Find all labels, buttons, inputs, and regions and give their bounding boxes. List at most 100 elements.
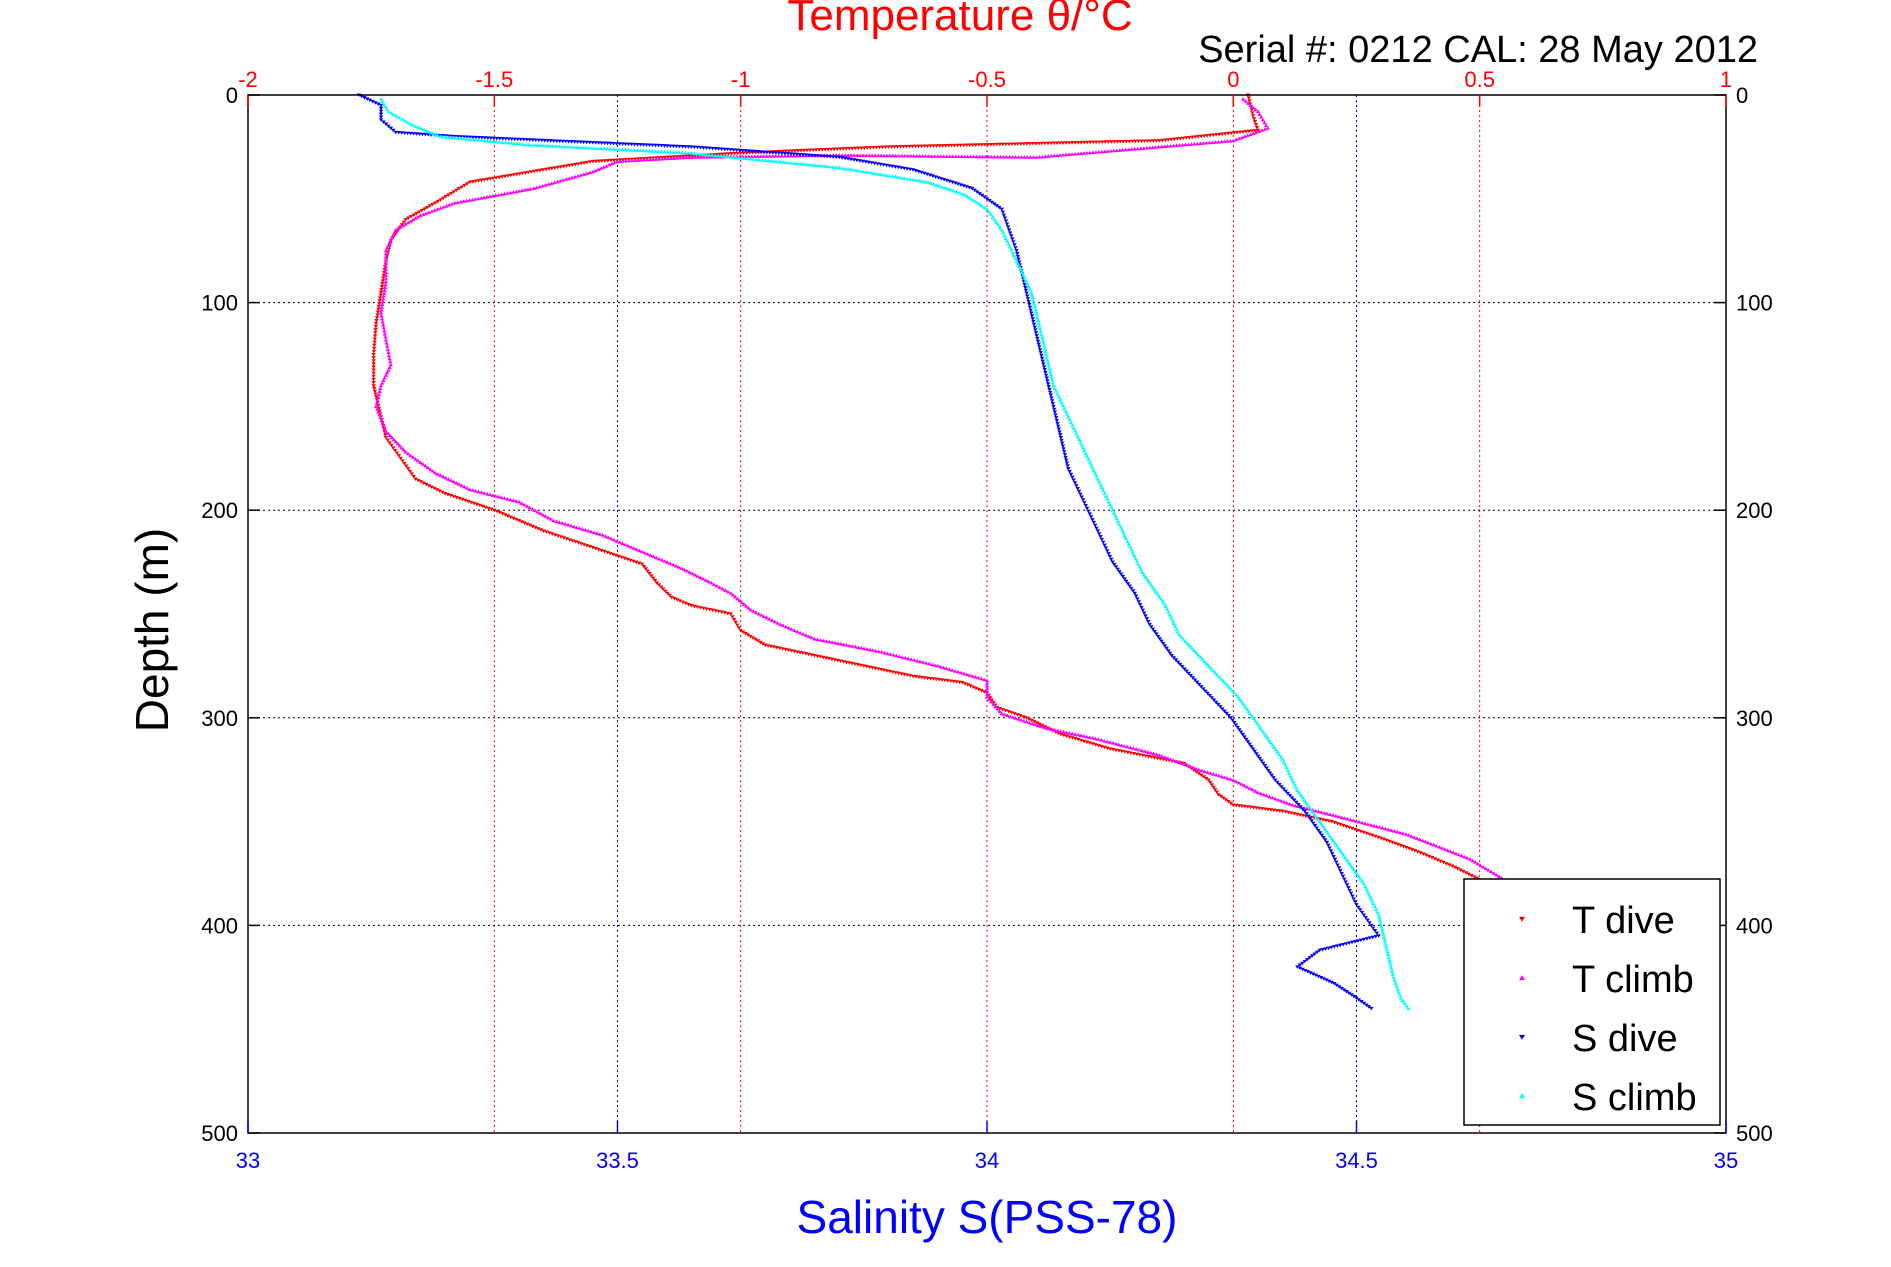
data-point: [999, 711, 1004, 716]
data-point: [601, 146, 607, 151]
data-point: [1171, 621, 1176, 625]
data-point: [1334, 860, 1339, 865]
data-point: [403, 450, 408, 454]
data-point: [1058, 397, 1063, 402]
data-point: [842, 166, 848, 171]
data-point: [992, 202, 997, 206]
data-point: [1188, 673, 1193, 678]
data-point: [1295, 788, 1300, 792]
data-point: [1383, 826, 1388, 831]
data-point: [415, 214, 421, 219]
data-point: [512, 137, 517, 142]
data-point: [384, 246, 390, 250]
data-point: [1250, 747, 1256, 751]
data-point: [1245, 133, 1250, 138]
data-point: [1329, 836, 1334, 840]
data-point: [406, 216, 411, 221]
data-point: [1242, 134, 1248, 139]
data-point: [692, 145, 697, 150]
data-point: [725, 147, 730, 152]
data-point: [377, 412, 382, 417]
data-point: [1354, 903, 1359, 907]
data-point: [1086, 457, 1091, 461]
data-point: [1034, 334, 1039, 338]
data-point: [551, 139, 556, 143]
data-point: [1007, 155, 1012, 159]
data-point: [371, 374, 376, 379]
data-point: [816, 148, 822, 152]
data-point: [1273, 778, 1278, 783]
data-point: [408, 122, 413, 126]
data-point: [383, 248, 389, 253]
data-point: [385, 431, 391, 435]
data-point: [1138, 146, 1143, 151]
data-point: [371, 380, 376, 385]
data-point: [997, 142, 1003, 147]
data-point: [776, 154, 782, 158]
data-point: [402, 118, 408, 123]
data-point: [1349, 865, 1355, 869]
data-point: [953, 154, 958, 158]
data-point: [1109, 557, 1114, 562]
data-point: [982, 195, 987, 200]
data-point: [1015, 261, 1021, 266]
data-point: [890, 153, 896, 158]
data-point: [500, 137, 506, 141]
data-point: [388, 359, 393, 364]
data-point: [393, 227, 398, 232]
data-point: [1066, 414, 1071, 419]
data-point: [986, 697, 992, 701]
data-point: [376, 307, 381, 312]
data-point: [902, 153, 908, 158]
data-point: [785, 153, 791, 158]
data-point: [1284, 765, 1289, 770]
data-point: [1199, 685, 1204, 689]
data-point: [1083, 451, 1088, 456]
data-point: [399, 445, 404, 450]
data-point: [1093, 736, 1098, 741]
data-point: [1103, 140, 1108, 144]
data-point: [1268, 740, 1273, 745]
data-point: [373, 101, 378, 105]
data-point: [476, 138, 481, 142]
data-point: [1080, 498, 1086, 502]
data-point: [1230, 718, 1235, 723]
data-point: [441, 205, 446, 209]
data-point: [1337, 848, 1343, 852]
data-point: [934, 144, 939, 148]
data-point: [1281, 760, 1287, 764]
data-point: [1342, 877, 1347, 882]
data-point: [574, 525, 579, 529]
data-point: [776, 151, 782, 156]
data-point: [801, 148, 807, 153]
data-point: [1094, 474, 1099, 478]
data-point: [509, 137, 514, 141]
data-point: [1459, 853, 1464, 858]
data-point: [1320, 824, 1326, 828]
data-point: [606, 535, 611, 540]
data-point: [1087, 150, 1093, 155]
data-point: [373, 328, 378, 332]
data-point: [371, 377, 376, 382]
data-point: [1373, 907, 1379, 911]
data-point: [1365, 822, 1371, 826]
data-point: [1152, 630, 1157, 634]
data-point: [596, 167, 601, 172]
data-point: [1452, 865, 1458, 870]
data-point: [973, 675, 978, 679]
data-point: [1265, 735, 1270, 740]
data-point: [1023, 278, 1029, 283]
data-point: [411, 474, 416, 479]
data-point: [1058, 433, 1063, 437]
data-point: [1313, 973, 1319, 978]
data-point: [490, 493, 496, 497]
data-point: [756, 611, 761, 616]
data-point: [687, 570, 692, 574]
data-point: [1128, 745, 1133, 750]
data-point: [984, 692, 990, 696]
data-point: [785, 152, 791, 156]
data-point: [728, 148, 733, 152]
data-point: [1201, 775, 1206, 779]
data-point: [1136, 600, 1142, 604]
data-point: [856, 146, 861, 151]
